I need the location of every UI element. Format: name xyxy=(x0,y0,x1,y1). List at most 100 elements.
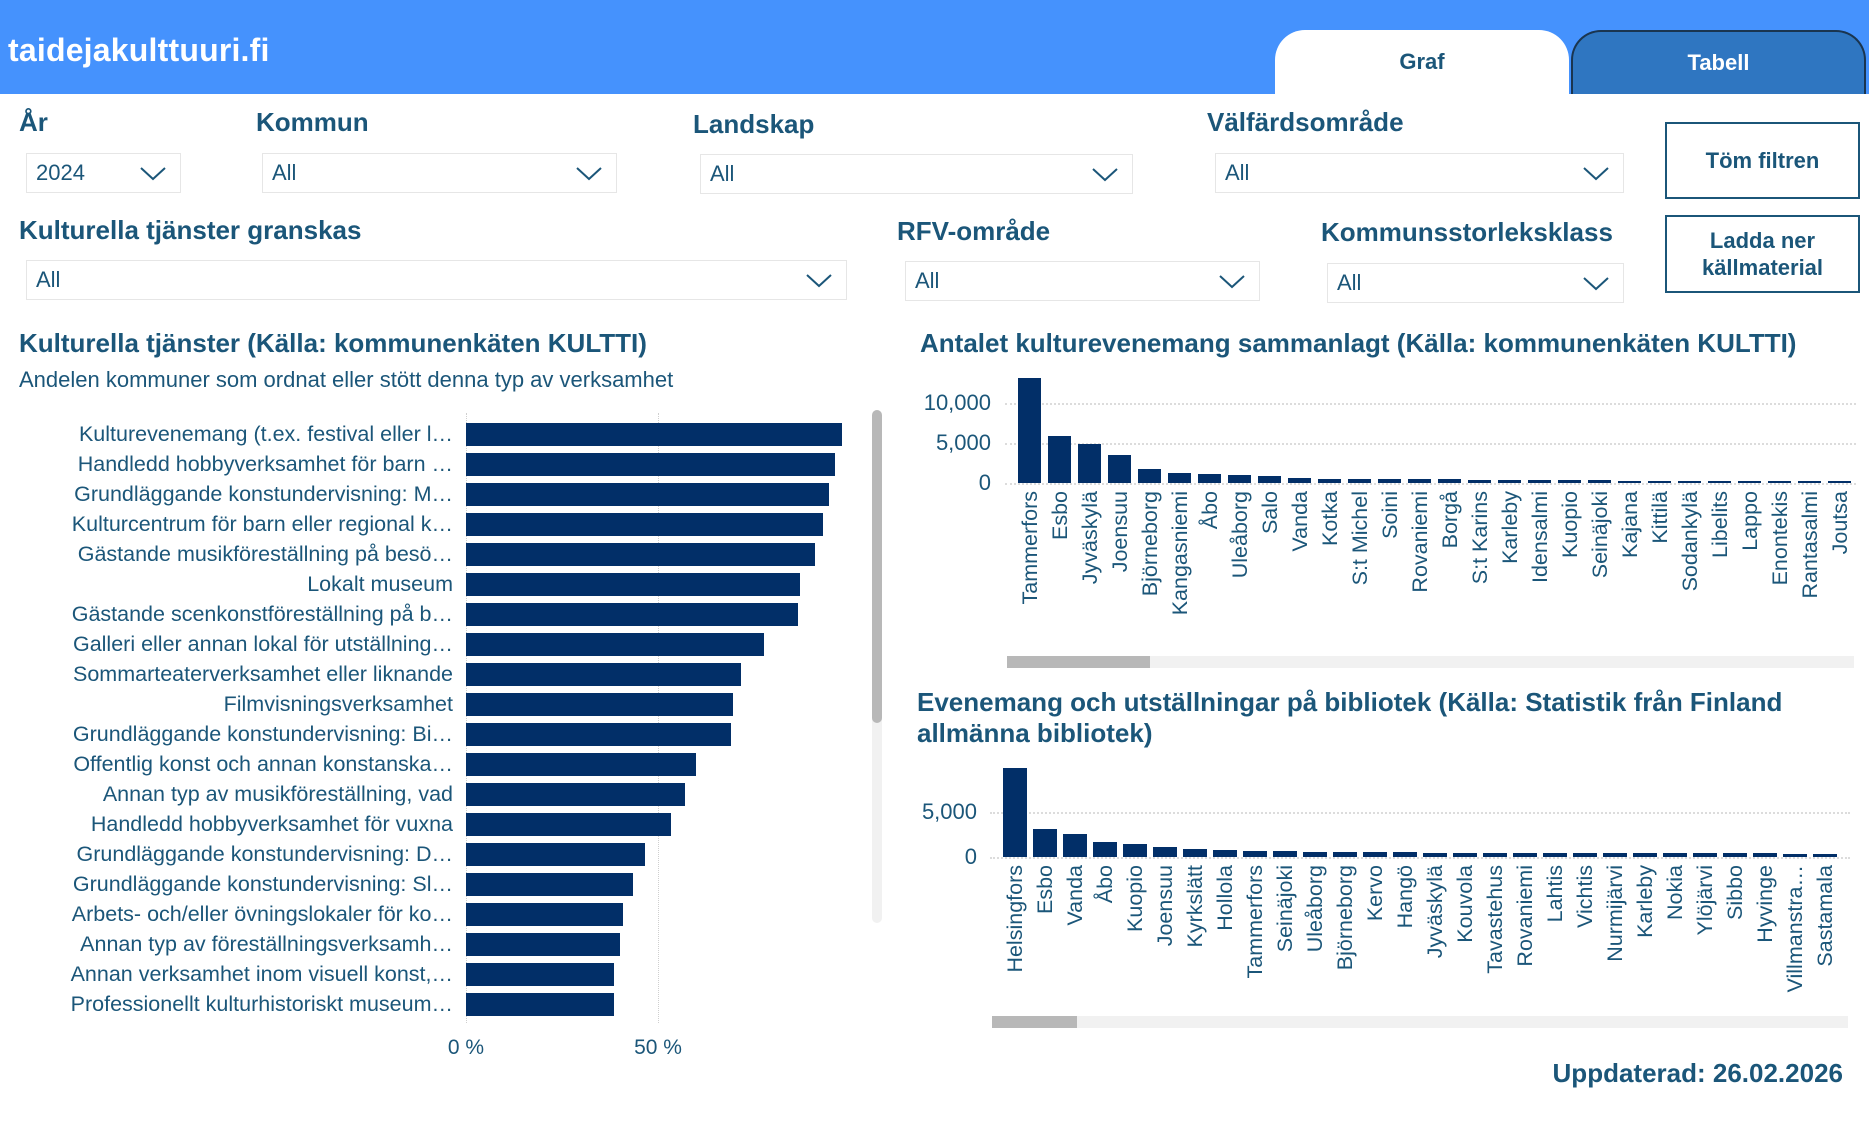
tab-graf-label: Graf xyxy=(1399,49,1445,74)
landskap-dropdown[interactable]: All xyxy=(700,154,1133,194)
bar xyxy=(466,423,843,446)
bar-label: Grundläggande konstundervisning: Bi… xyxy=(72,722,453,746)
bar xyxy=(466,573,801,596)
bar xyxy=(1798,481,1821,484)
category-label: Kuopio xyxy=(1123,865,1147,932)
bar xyxy=(1123,844,1147,857)
bar xyxy=(466,513,824,536)
category-label: Hangö xyxy=(1393,865,1417,929)
bar xyxy=(466,603,799,626)
clear-filters-button[interactable]: Töm filtren xyxy=(1665,122,1860,199)
bar xyxy=(1018,377,1041,483)
category-label: Borgå xyxy=(1437,491,1462,549)
category-label: Esbo xyxy=(1033,865,1057,915)
category-label: Björneborg xyxy=(1137,491,1162,597)
bar xyxy=(1723,853,1747,857)
kommun-dropdown-value: All xyxy=(272,160,297,185)
bar xyxy=(466,723,731,746)
site-title[interactable]: taidejakulttuuri.fi xyxy=(8,32,270,68)
bar xyxy=(1228,475,1251,483)
year-dropdown[interactable]: 2024 xyxy=(26,153,181,193)
bar xyxy=(1618,480,1641,483)
category-label: Sodankylä xyxy=(1677,491,1702,592)
y-gridline xyxy=(1005,443,1856,445)
bar xyxy=(1303,851,1327,857)
kulturella-tjanster-dropdown-value: All xyxy=(36,267,61,292)
kulturella-tjanster-filter-label: Kulturella tjänster granskas xyxy=(19,215,362,245)
bar-label: Annan verksamhet inom visuell konst,… xyxy=(70,962,453,986)
bar xyxy=(1483,852,1507,857)
y-gridline xyxy=(990,857,1850,859)
bar xyxy=(1393,852,1417,857)
bar xyxy=(1213,849,1237,857)
bar xyxy=(466,543,816,566)
services-chart-scrollbar-thumb[interactable] xyxy=(872,410,882,723)
bar xyxy=(1813,853,1837,857)
category-label: Åbo xyxy=(1197,491,1222,530)
bar xyxy=(1138,468,1161,483)
bar xyxy=(1258,475,1281,483)
category-label: Rovaniemi xyxy=(1513,865,1537,967)
tab-tabell-label: Tabell xyxy=(1687,50,1750,75)
tab-graf[interactable]: Graf xyxy=(1275,30,1569,94)
category-label: Rantasalmi xyxy=(1797,491,1822,599)
bar xyxy=(466,633,764,656)
bar xyxy=(1678,481,1701,484)
chevron-down-icon xyxy=(140,167,166,181)
bar xyxy=(1063,834,1087,857)
category-label: Kyrkslätt xyxy=(1183,865,1207,948)
chevron-down-icon xyxy=(576,167,602,181)
bar-label: Lokalt museum xyxy=(307,572,453,596)
bar xyxy=(1198,474,1221,483)
category-label: Karleby xyxy=(1633,865,1657,938)
updated-date: Uppdaterad: 26.02.2026 xyxy=(1552,1058,1843,1088)
kulturella-tjanster-dropdown[interactable]: All xyxy=(26,260,847,300)
bar xyxy=(1363,851,1387,857)
chevron-down-icon xyxy=(1583,277,1609,291)
category-label: Karleby xyxy=(1497,491,1522,564)
library-chart-scrollbar-thumb[interactable] xyxy=(992,1016,1077,1028)
y-tick-label: 5,000 xyxy=(935,430,991,455)
download-source-button[interactable]: Ladda ner källmaterial xyxy=(1665,215,1860,293)
library-chart-scrollbar[interactable] xyxy=(992,1016,1848,1028)
rfv-dropdown[interactable]: All xyxy=(905,261,1260,301)
category-label: Joensuu xyxy=(1107,491,1132,573)
kommunstorlek-filter-label: Kommunsstorleksklass xyxy=(1321,217,1613,247)
bar xyxy=(1513,852,1537,857)
kommunstorlek-dropdown[interactable]: All xyxy=(1327,263,1624,303)
bar-label: Offentlig konst och annan konstanska… xyxy=(73,752,453,776)
bar xyxy=(1738,481,1761,484)
bar xyxy=(1603,853,1627,857)
bar-label: Grundläggande konstundervisning: D… xyxy=(76,842,453,866)
chevron-down-icon xyxy=(1583,167,1609,181)
category-label: Seinäjoki xyxy=(1587,491,1612,579)
bar xyxy=(1693,853,1717,857)
tab-tabell[interactable]: Tabell xyxy=(1571,30,1866,94)
category-label: Esbo xyxy=(1047,491,1072,541)
services-chart-subtitle: Andelen kommuner som ordnat eller stött … xyxy=(19,367,674,392)
bar-label: Sommarteaterverksamhet eller liknande xyxy=(73,662,453,686)
landskap-filter-label: Landskap xyxy=(693,109,815,139)
valfardsomrade-dropdown-value: All xyxy=(1225,160,1250,185)
bar xyxy=(1408,479,1431,483)
events-chart-scrollbar-thumb[interactable] xyxy=(1007,656,1150,668)
events-chart-scrollbar[interactable] xyxy=(1007,656,1854,668)
bar xyxy=(1003,767,1027,857)
bar xyxy=(1033,829,1057,857)
bar xyxy=(466,963,614,986)
category-label: Lahtis xyxy=(1543,865,1567,923)
bar-label: Arbets- och/eller övningslokaler för ko… xyxy=(71,902,453,926)
chevron-down-icon xyxy=(1219,275,1245,289)
bar-label: Grundläggande konstundervisning: Sl… xyxy=(72,872,453,896)
category-label: Kangasniemi xyxy=(1167,491,1192,616)
rfv-dropdown-value: All xyxy=(915,268,940,293)
bar xyxy=(466,783,685,806)
bar xyxy=(1093,841,1117,857)
kommun-dropdown[interactable]: All xyxy=(262,153,617,193)
category-label: Hollola xyxy=(1213,865,1237,931)
valfardsomrade-dropdown[interactable]: All xyxy=(1215,153,1624,193)
kommunstorlek-dropdown-value: All xyxy=(1337,270,1362,295)
x-gridline xyxy=(658,413,659,1023)
bar-label: Gästande musikföreställning på besö… xyxy=(77,542,453,566)
bar xyxy=(466,483,829,506)
